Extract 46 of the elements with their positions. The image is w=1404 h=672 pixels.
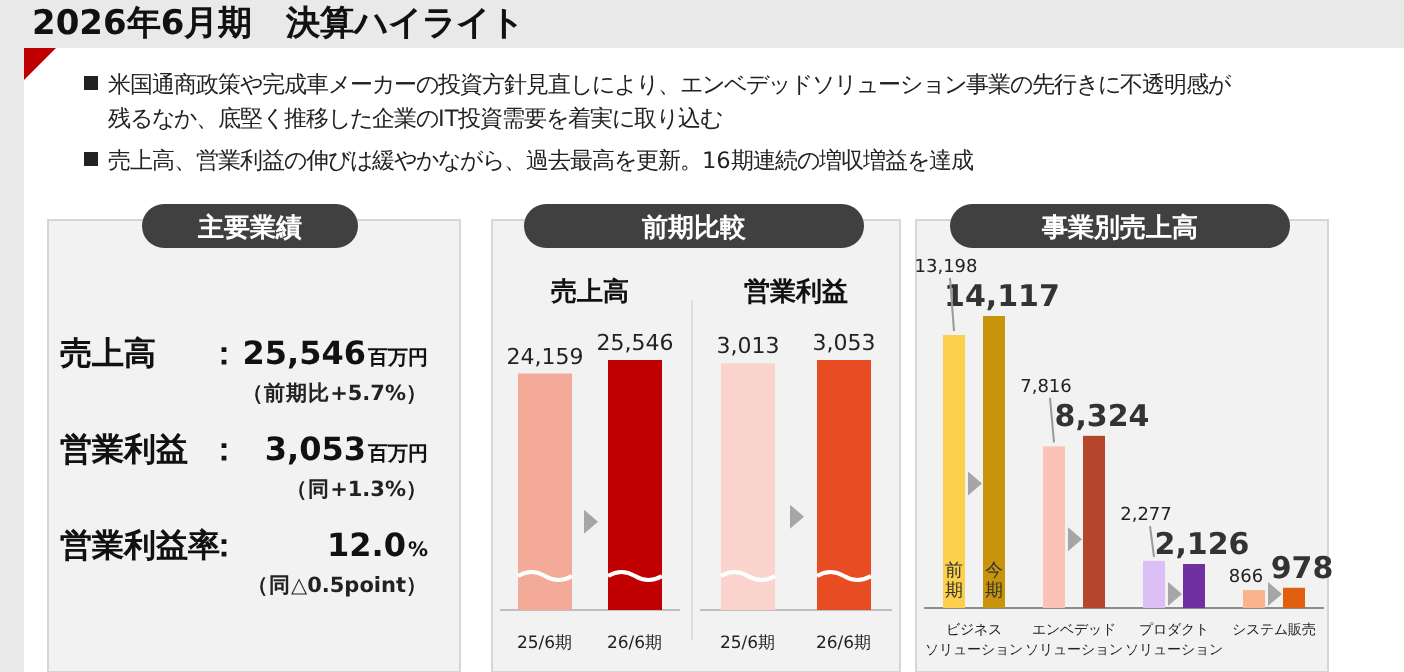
bar <box>983 316 1005 608</box>
text: % <box>407 540 428 562</box>
text: 25,546 <box>242 334 366 372</box>
text: （同+1.3%） <box>286 478 428 502</box>
text: 2026年6月期 決算ハイライト <box>32 4 525 44</box>
text: 残るなか、底堅く推移した企業のIT投資需要を着実に取り込む <box>108 106 723 132</box>
text: 売上高 <box>60 334 156 372</box>
data-label: 3,053 <box>812 330 876 356</box>
text: （前期比+5.7%） <box>242 380 428 406</box>
chart-title: 事業別売上高 <box>1040 212 1198 244</box>
data-label: 2,277 <box>1120 506 1172 527</box>
data-label: 3,013 <box>716 333 780 360</box>
x-tick-label: 25/6期 <box>719 632 777 654</box>
text: 百万円 <box>366 444 428 466</box>
bar <box>1243 590 1265 608</box>
data-label: 14,117 <box>944 278 1060 314</box>
chart-subtitle: 営業利益 <box>744 276 848 308</box>
text: 百万円 <box>366 348 428 370</box>
text: 営業利益 <box>60 430 188 468</box>
text: 米国通商政策や完成車メーカーの投資方針見直しにより、エンベデッドソリューション事業の先行きに不透明感が <box>108 72 1232 98</box>
data-label: 25,546 <box>596 330 674 356</box>
x-tick-label: 25/6期 <box>516 632 574 654</box>
text: 3,053 <box>264 430 366 468</box>
text: 12.0 <box>326 526 406 564</box>
data-label: 8,324 <box>1054 397 1150 434</box>
x-tick-label: 26/6期 <box>815 632 873 654</box>
text: 売上高、営業利益の伸びは緩やかながら、過去最高を更新。16期連続の増収増益を達成 <box>108 148 973 174</box>
bar <box>943 335 965 608</box>
series-label: 今期 <box>985 560 1003 602</box>
series-label: 前期 <box>945 560 963 602</box>
data-label: 7,816 <box>1020 377 1073 398</box>
text: ： <box>208 430 240 468</box>
text: 主要業績 <box>196 212 302 244</box>
data-label: 13,198 <box>914 258 979 278</box>
bar <box>1143 560 1165 608</box>
chart-subtitle: 売上高 <box>551 276 629 308</box>
text: ： <box>208 334 240 372</box>
text: （同△0.5point） <box>247 574 428 598</box>
data-label: 2,126 <box>1154 526 1250 563</box>
data-label: 24,159 <box>506 343 584 370</box>
x-tick-label: 26/6期 <box>606 632 664 654</box>
data-label: 978 <box>1270 549 1334 586</box>
chart-title: 前期比較 <box>640 214 748 244</box>
data-label: 866 <box>1228 568 1264 589</box>
bar <box>1083 435 1105 608</box>
bar <box>1043 446 1065 608</box>
